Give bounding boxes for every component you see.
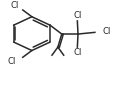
Text: Cl: Cl	[10, 1, 18, 10]
Text: Cl: Cl	[74, 11, 82, 20]
Text: Cl: Cl	[103, 27, 111, 36]
Text: Cl: Cl	[8, 57, 16, 66]
Text: Cl: Cl	[74, 48, 82, 57]
